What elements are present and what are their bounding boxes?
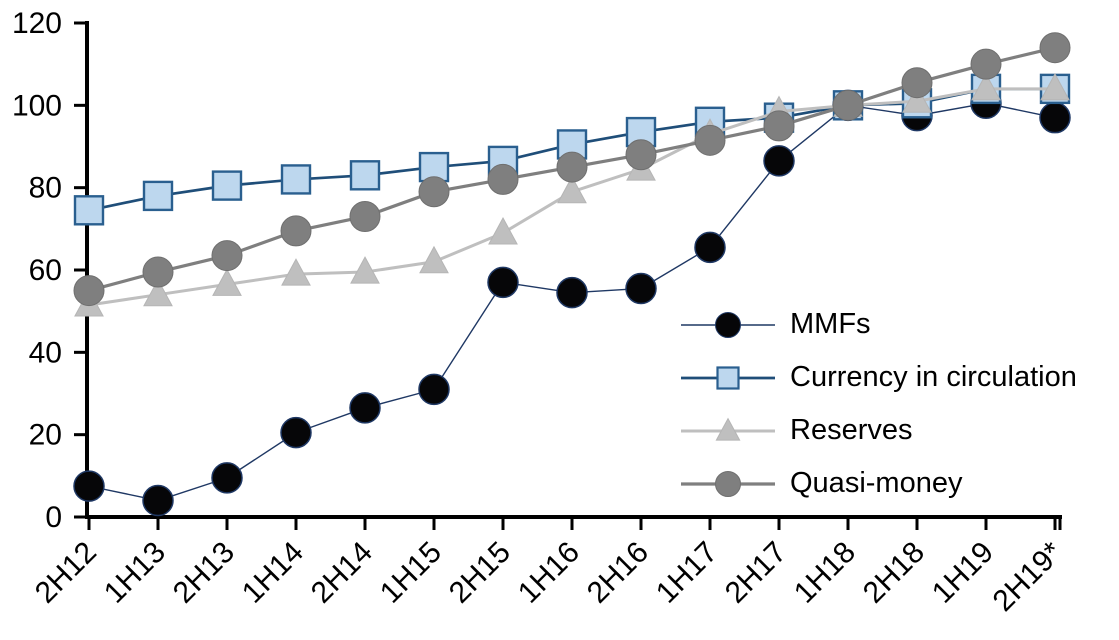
data-point-marker (832, 89, 864, 121)
data-point-marker (350, 256, 380, 284)
legend-item-currency: Currency in circulation (680, 351, 1077, 404)
data-point-marker (625, 272, 657, 305)
data-point-marker (487, 163, 519, 195)
data-point-marker (970, 48, 1002, 80)
x-axis-tick-label: 1H19 (926, 536, 1000, 610)
legend-marker (715, 470, 741, 497)
x-axis-tick-label: 2H17 (719, 536, 793, 610)
x-axis-tick-label: 1H18 (788, 536, 862, 610)
data-point-marker (1039, 32, 1071, 64)
data-point-marker (281, 258, 311, 286)
data-point-marker (487, 266, 519, 299)
legend-item-mmfs: MMFs (680, 298, 1077, 351)
data-point-marker (142, 256, 174, 288)
data-point-marker (694, 124, 726, 156)
data-point-marker (280, 164, 312, 195)
mmfs-legend-marker-icon (681, 311, 775, 338)
data-point-marker (211, 170, 243, 201)
data-point-marker (625, 139, 657, 171)
data-point-marker (211, 462, 243, 494)
data-point-marker (142, 484, 174, 517)
legend-label-mmfs: MMFs (790, 308, 871, 340)
data-point-marker (1040, 72, 1070, 101)
reserves-legend-marker-icon (681, 417, 775, 441)
x-axis-tick-label: 1H15 (374, 536, 448, 610)
data-point-marker (557, 175, 587, 204)
data-point-marker (142, 180, 174, 212)
y-axis-tick-label: 80 (29, 172, 62, 205)
data-point-marker (419, 245, 449, 274)
data-point-marker (212, 268, 242, 296)
data-point-marker (73, 195, 105, 226)
data-point-marker (902, 85, 932, 113)
data-point-marker (1039, 101, 1071, 134)
y-axis-tick-label: 100 (12, 89, 62, 122)
data-point-marker (901, 67, 933, 99)
legend-marker (715, 417, 741, 441)
data-point-marker (280, 215, 312, 247)
legend-label-quasi-money: Quasi-money (790, 467, 963, 499)
legend-label-currency: Currency in circulation (790, 361, 1077, 393)
data-point-marker (280, 416, 312, 449)
x-axis-tick-label: 2H19* (987, 535, 1070, 618)
x-axis-tick-label: 2H14 (305, 536, 379, 610)
data-point-marker (349, 200, 381, 232)
data-point-marker (349, 392, 381, 424)
legend-item-quasi-money: Quasi-money (680, 457, 1077, 510)
data-point-marker (73, 470, 105, 502)
legend-marker (715, 311, 741, 338)
data-point-marker (763, 145, 795, 177)
data-point-marker (211, 240, 243, 272)
data-point-marker (556, 151, 588, 183)
y-axis-tick-label: 0 (45, 501, 62, 534)
data-point-marker (73, 275, 105, 307)
data-point-marker (694, 231, 726, 264)
x-axis-tick-label: 1H13 (98, 536, 172, 610)
x-axis-tick-label: 2H12 (29, 536, 103, 610)
x-axis-tick-label: 1H17 (650, 536, 724, 610)
data-point-marker (763, 110, 795, 142)
legend-marker (716, 365, 740, 390)
y-axis-tick-label: 120 (12, 7, 62, 40)
data-point-marker (418, 176, 450, 208)
legend-item-reserves: Reserves (680, 404, 1077, 457)
y-axis-tick-label: 60 (29, 254, 62, 287)
data-point-marker (143, 278, 173, 307)
data-point-marker (556, 276, 588, 309)
series-quasi-money (73, 32, 1071, 307)
x-axis-tick-label: 2H16 (581, 536, 655, 610)
data-point-marker (418, 373, 450, 406)
data-point-marker (349, 160, 381, 191)
currency-legend-marker-icon (681, 365, 775, 390)
legend: MMFs Currency in circulation Reserves Qu… (680, 298, 1077, 510)
x-axis-tick-label: 2H18 (857, 536, 931, 610)
y-axis-tick-label: 40 (29, 336, 62, 369)
x-axis-tick-label: 1H14 (236, 536, 310, 610)
legend-label-reserves: Reserves (790, 414, 913, 446)
series-mmfs (73, 87, 1071, 517)
data-point-marker (971, 72, 1001, 101)
x-axis-tick-label: 2H15 (443, 536, 517, 610)
x-axis-tick-label: 1H16 (512, 536, 586, 610)
y-axis-tick-label: 20 (29, 419, 62, 452)
quasi-money-legend-marker-icon (681, 470, 775, 497)
x-axis-tick-label: 2H13 (167, 536, 241, 610)
data-point-marker (488, 216, 518, 245)
